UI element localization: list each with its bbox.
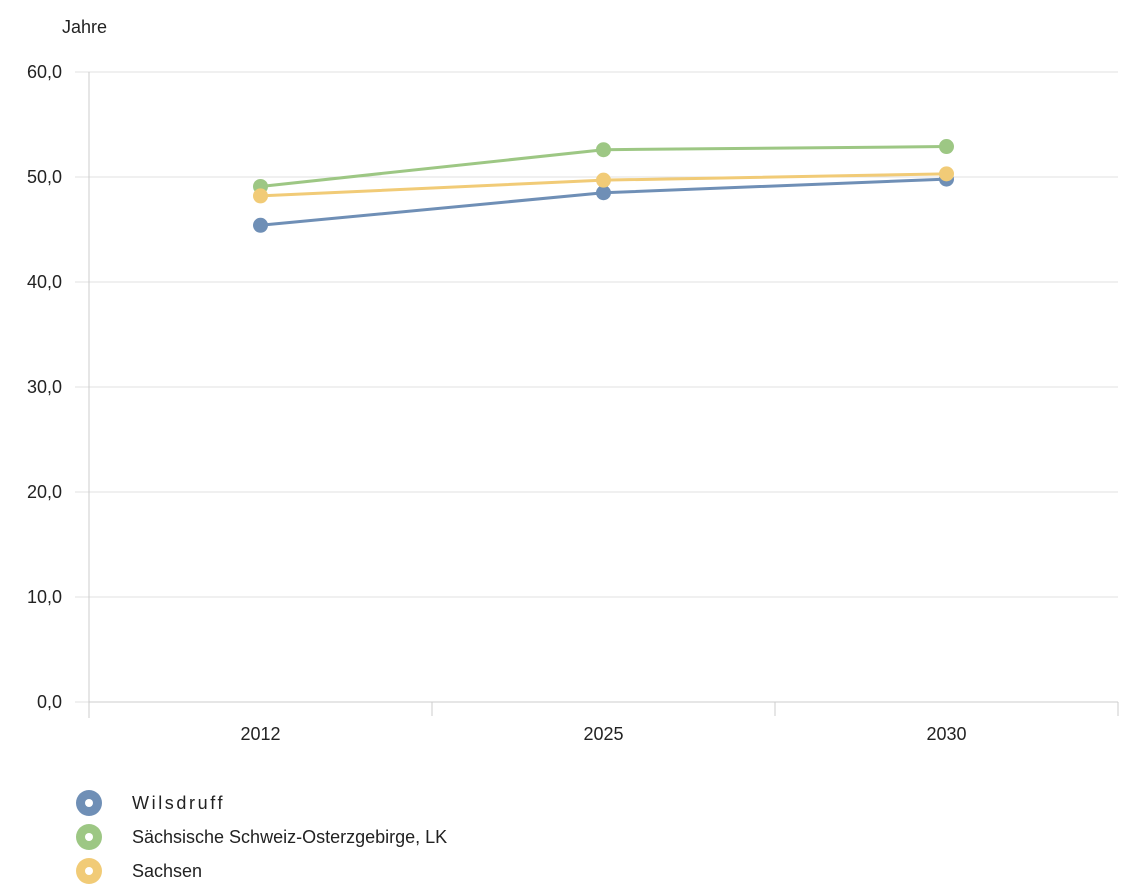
legend-label: Sachsen (132, 860, 203, 881)
data-point[interactable] (939, 166, 954, 182)
legend-item-wilsdruff[interactable]: Wilsdruff (76, 786, 447, 820)
legend-marker-icon (76, 824, 102, 850)
legend-label: Sächsische Schweiz-Osterzgebirge, LK (132, 826, 448, 847)
y-tick-label: 60,0 (27, 62, 62, 82)
y-tick-label: 40,0 (27, 272, 62, 292)
y-tick-label: 10,0 (27, 587, 62, 607)
line-chart: Jahre 0,010,020,030,040,050,060,0 2012 20… (27, 17, 1119, 744)
data-point[interactable] (596, 142, 611, 158)
data-point[interactable] (253, 217, 268, 233)
data-point[interactable] (596, 185, 611, 201)
y-tick-label: 30,0 (27, 377, 62, 397)
y-tick-label: 0,0 (37, 692, 62, 712)
axes (88, 72, 1119, 718)
legend-marker-icon (76, 790, 102, 816)
legend-item-saechsische-schweiz[interactable]: Sächsische Schweiz-Osterzgebirge, LK (76, 820, 447, 854)
y-tick-labels: 0,0 10,0 20,0 30,0 40,0 50,0 60,0 (27, 62, 62, 712)
x-tick-label: 2030 (926, 724, 966, 744)
data-point[interactable] (253, 188, 268, 204)
x-tick-label: 2012 (240, 724, 280, 744)
gridlines (75, 71, 1118, 703)
y-tick-label: 20,0 (27, 482, 62, 502)
x-tick-labels: 2012 2025 2030 (240, 724, 966, 744)
series-layer (253, 139, 954, 233)
legend-marker-icon (76, 858, 102, 884)
data-point[interactable] (939, 139, 954, 155)
y-axis-title: Jahre (62, 17, 107, 37)
y-tick-label: 50,0 (27, 167, 62, 187)
x-tick-label: 2025 (583, 724, 623, 744)
legend-label: Wilsdruff (132, 792, 226, 813)
legend: Wilsdruff Sächsische Schweiz-Osterzgebir… (76, 786, 447, 888)
legend-item-sachsen[interactable]: Sachsen (76, 854, 447, 888)
data-point[interactable] (596, 172, 611, 188)
